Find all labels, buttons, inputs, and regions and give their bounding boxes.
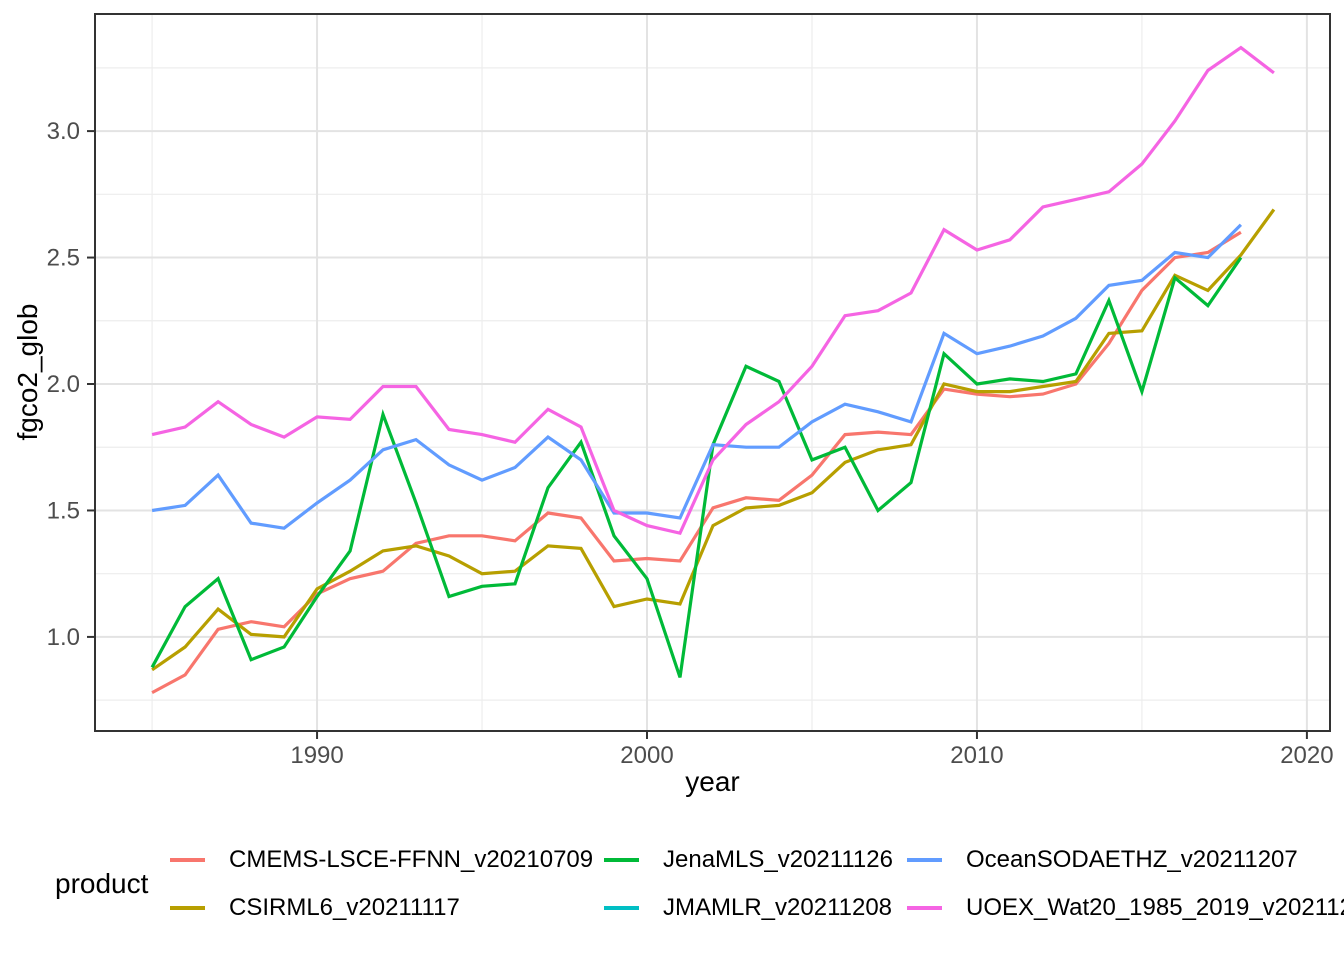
legend-item-label: CMEMS-LSCE-FFNN_v20210709 <box>229 846 594 873</box>
series-line-UOEX_Wat20_1985_2019_v202112 <box>151 45 1275 536</box>
y-tick-label: 2.5 <box>47 245 80 272</box>
legend-key-line <box>907 858 942 862</box>
x-tick-label: 2000 <box>620 742 673 769</box>
legend-key-line <box>170 906 205 910</box>
legend-item-label: UOEX_Wat20_1985_2019_v202112 <box>966 894 1344 921</box>
legend-item: CSIRML6_v20211117 <box>170 892 460 924</box>
legend-key-line <box>907 906 942 910</box>
legend-item: OceanSODAETHZ_v20211207 <box>907 844 1298 876</box>
legend-title: product <box>55 868 149 899</box>
series-line-CSIRML6_v20211117 <box>151 208 1276 672</box>
y-axis-title-text: fgco2_glob <box>12 303 43 441</box>
panel-border <box>94 13 1331 732</box>
legend-key-line <box>170 858 205 862</box>
major-gridlines <box>95 14 1330 731</box>
legend-item: CMEMS-LSCE-FFNN_v20210709 <box>170 844 593 876</box>
legend-item: JenaMLS_v20211126 <box>604 844 893 876</box>
legend-key-line <box>604 858 639 862</box>
legend-item: JMAMLR_v20211208 <box>604 892 892 924</box>
series-lines <box>150 45 1276 695</box>
legend-item-label: OceanSODAETHZ_v20211207 <box>966 846 1298 873</box>
series-line-JenaMLS_v20211126 <box>150 256 1243 678</box>
legend-item: UOEX_Wat20_1985_2019_v202112 <box>907 892 1344 924</box>
y-tick-label: 1.5 <box>47 497 80 524</box>
minor-gridlines <box>95 14 1330 731</box>
legend-item-label: JMAMLR_v20211208 <box>663 894 893 921</box>
y-tick-label: 3.0 <box>47 118 80 145</box>
legend-key-line <box>604 906 639 910</box>
x-tick-label: 2020 <box>1280 742 1333 769</box>
panel-background <box>95 14 1330 731</box>
y-tick-label: 2.0 <box>47 371 80 398</box>
x-axis-title: year <box>685 766 740 797</box>
axis-ticks: 1.0 1.5 2.0 2.5 3.0 1990 2000 2010 2020 <box>47 118 1334 769</box>
x-tick-label: 2010 <box>950 742 1003 769</box>
series-line-CMEMS-LSCE-FFNN_v20210709 <box>151 230 1242 695</box>
legend-item-label: CSIRML6_v20211117 <box>229 894 460 921</box>
x-tick-label: 1990 <box>290 742 343 769</box>
legend-item-label: JenaMLS_v20211126 <box>663 846 893 873</box>
y-tick-label: 1.0 <box>47 624 80 651</box>
series-line-OceanSODAETHZ_v20211207 <box>151 223 1243 530</box>
